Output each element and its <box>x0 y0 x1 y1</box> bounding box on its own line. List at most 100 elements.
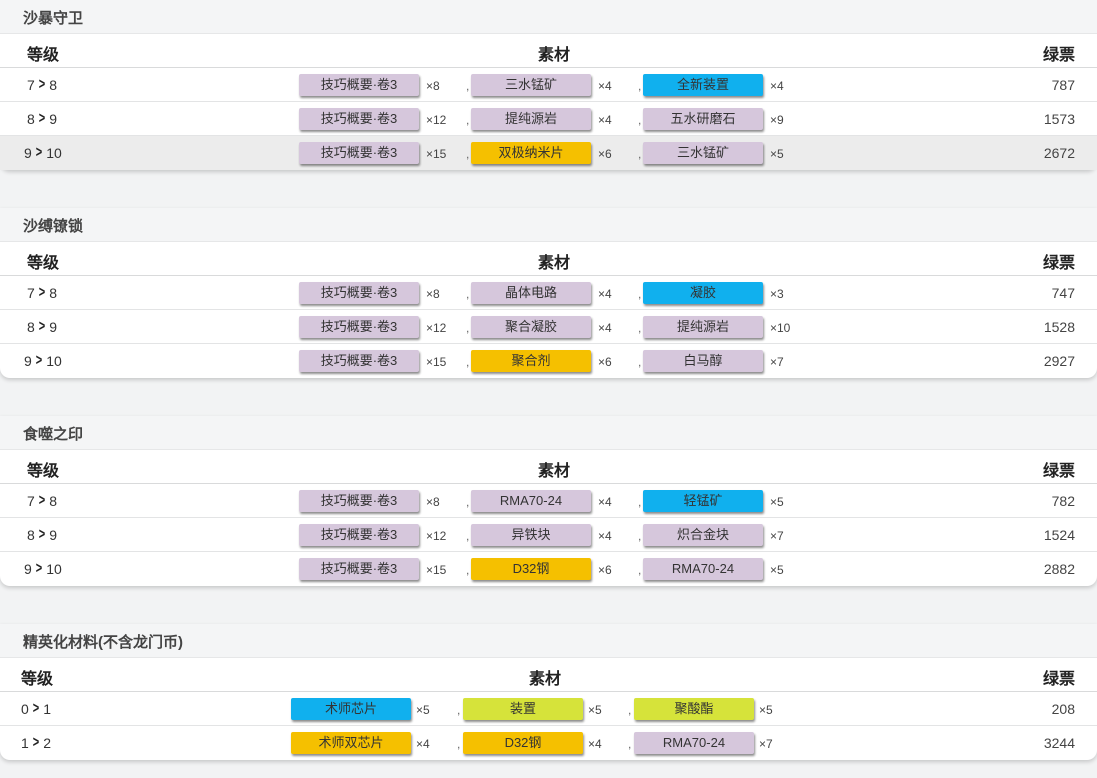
separator: , <box>466 355 470 369</box>
material-item[interactable]: RMA70-24 <box>471 490 591 512</box>
level-from: 1 <box>21 735 29 751</box>
separator: , <box>466 529 470 543</box>
table-row: 1 >2 术师双芯片 ×4, D32钢 ×4, RMA70-24 ×7 3244 <box>0 726 1097 760</box>
ticket-column-header: 绿票 <box>1042 47 1075 64</box>
material-quantity: ×4 <box>416 737 430 751</box>
material-item[interactable]: 技巧概要·卷3 <box>299 142 419 164</box>
material-item[interactable]: 技巧概要·卷3 <box>299 490 419 512</box>
level-to: 10 <box>46 353 62 369</box>
material-item[interactable]: 技巧概要·卷3 <box>299 524 419 546</box>
ticket-cost: 747 <box>1051 285 1075 301</box>
material-quantity: ×6 <box>598 563 612 577</box>
material-item[interactable]: RMA70-24 <box>643 558 763 580</box>
material-quantity: ×5 <box>770 563 784 577</box>
material-item[interactable]: 技巧概要·卷3 <box>299 350 419 372</box>
material-item[interactable]: 三水锰矿 <box>471 74 591 96</box>
material-quantity: ×8 <box>426 287 440 301</box>
materials-column-header: 素材 <box>538 463 571 480</box>
separator: , <box>466 321 470 335</box>
material-quantity: ×4 <box>598 495 612 509</box>
material-item[interactable]: 技巧概要·卷3 <box>299 316 419 338</box>
material-item[interactable]: 白马醇 <box>643 350 763 372</box>
separator: , <box>457 737 461 751</box>
material-item[interactable]: 技巧概要·卷3 <box>299 108 419 130</box>
ticket-cost: 782 <box>1051 493 1075 509</box>
ticket-cost: 2927 <box>1043 353 1075 369</box>
material-quantity: ×10 <box>770 321 791 335</box>
material-item[interactable]: 晶体电路 <box>471 282 591 304</box>
chevron-right-icon: > <box>35 560 43 578</box>
material-quantity: ×5 <box>759 703 773 717</box>
material-item[interactable]: 聚合剂 <box>471 350 591 372</box>
material-item[interactable]: 双极纳米片 <box>471 142 591 164</box>
level-column-header: 等级 <box>27 255 60 272</box>
level-to: 8 <box>49 77 58 93</box>
separator: , <box>466 563 470 577</box>
section-title: 沙缚镣锁 <box>0 208 1097 242</box>
material-item[interactable]: 技巧概要·卷3 <box>299 282 419 304</box>
table-header: 等级 素材 绿票 <box>0 242 1097 276</box>
separator: , <box>638 287 642 301</box>
section-title: 食噬之印 <box>0 416 1097 450</box>
level-column-header: 等级 <box>27 47 60 64</box>
ticket-cost: 1528 <box>1043 319 1075 335</box>
material-quantity: ×5 <box>416 703 430 717</box>
level-to: 1 <box>43 701 52 717</box>
material-item[interactable]: 聚酸酯 <box>634 698 754 720</box>
material-item[interactable]: 轻锰矿 <box>643 490 763 512</box>
chevron-right-icon: > <box>38 492 46 510</box>
level-from: 7 <box>27 77 35 93</box>
material-quantity: ×4 <box>598 79 612 93</box>
material-item[interactable]: 技巧概要·卷3 <box>299 558 419 580</box>
material-item[interactable]: 术师芯片 <box>291 698 411 720</box>
material-quantity: ×6 <box>598 355 612 369</box>
material-quantity: ×15 <box>426 563 447 577</box>
material-item[interactable]: D32钢 <box>471 558 591 580</box>
separator: , <box>638 529 642 543</box>
material-item[interactable]: 五水研磨石 <box>643 108 763 130</box>
ticket-cost: 787 <box>1051 77 1075 93</box>
chevron-right-icon: > <box>32 700 40 718</box>
material-item[interactable]: D32钢 <box>463 732 583 754</box>
material-item[interactable]: 提纯源岩 <box>471 108 591 130</box>
chevron-right-icon: > <box>38 318 46 336</box>
level-from: 8 <box>27 527 35 543</box>
separator: , <box>638 495 642 509</box>
separator: , <box>628 703 632 717</box>
chevron-right-icon: > <box>35 144 43 162</box>
material-item[interactable]: RMA70-24 <box>634 732 754 754</box>
separator: , <box>638 79 642 93</box>
material-quantity: ×8 <box>426 79 440 93</box>
material-quantity: ×8 <box>426 495 440 509</box>
separator: , <box>457 703 461 717</box>
material-quantity: ×4 <box>598 287 612 301</box>
separator: , <box>638 113 642 127</box>
ticket-cost: 208 <box>1051 701 1075 717</box>
materials-column-header: 素材 <box>529 671 562 688</box>
level-from: 9 <box>24 353 32 369</box>
material-item[interactable]: 技巧概要·卷3 <box>299 74 419 96</box>
material-item[interactable]: 装置 <box>463 698 583 720</box>
material-item[interactable]: 聚合凝胶 <box>471 316 591 338</box>
material-item[interactable]: 凝胶 <box>643 282 763 304</box>
material-item[interactable]: 炽合金块 <box>643 524 763 546</box>
material-quantity: ×4 <box>598 113 612 127</box>
table-header: 等级 素材 绿票 <box>0 34 1097 68</box>
separator: , <box>628 737 632 751</box>
level-range: 1 >2 <box>21 735 51 752</box>
material-item[interactable]: 全新装置 <box>643 74 763 96</box>
level-column-header: 等级 <box>21 671 54 688</box>
ticket-column-header: 绿票 <box>1042 255 1075 272</box>
material-item[interactable]: 术师双芯片 <box>291 732 411 754</box>
material-section: 沙缚镣锁 等级 素材 绿票 7 >8 技巧概要·卷3 ×8, 晶体电路 ×4, 凝胶 ×3 747 8 >9… <box>0 208 1097 378</box>
table-row: 8 >9 技巧概要·卷3 ×12, 提纯源岩 ×4, 五水研磨石 ×9 1573 <box>0 102 1097 136</box>
material-quantity: ×7 <box>759 737 773 751</box>
material-item[interactable]: 提纯源岩 <box>643 316 763 338</box>
level-to: 8 <box>49 285 58 301</box>
table-row: 0 >1 术师芯片 ×5, 装置 ×5, 聚酸酯 ×5 208 <box>0 692 1097 726</box>
material-item[interactable]: 异铁块 <box>471 524 591 546</box>
level-from: 0 <box>21 701 29 717</box>
ticket-cost: 2882 <box>1043 561 1075 577</box>
material-item[interactable]: 三水锰矿 <box>643 142 763 164</box>
separator: , <box>638 321 642 335</box>
